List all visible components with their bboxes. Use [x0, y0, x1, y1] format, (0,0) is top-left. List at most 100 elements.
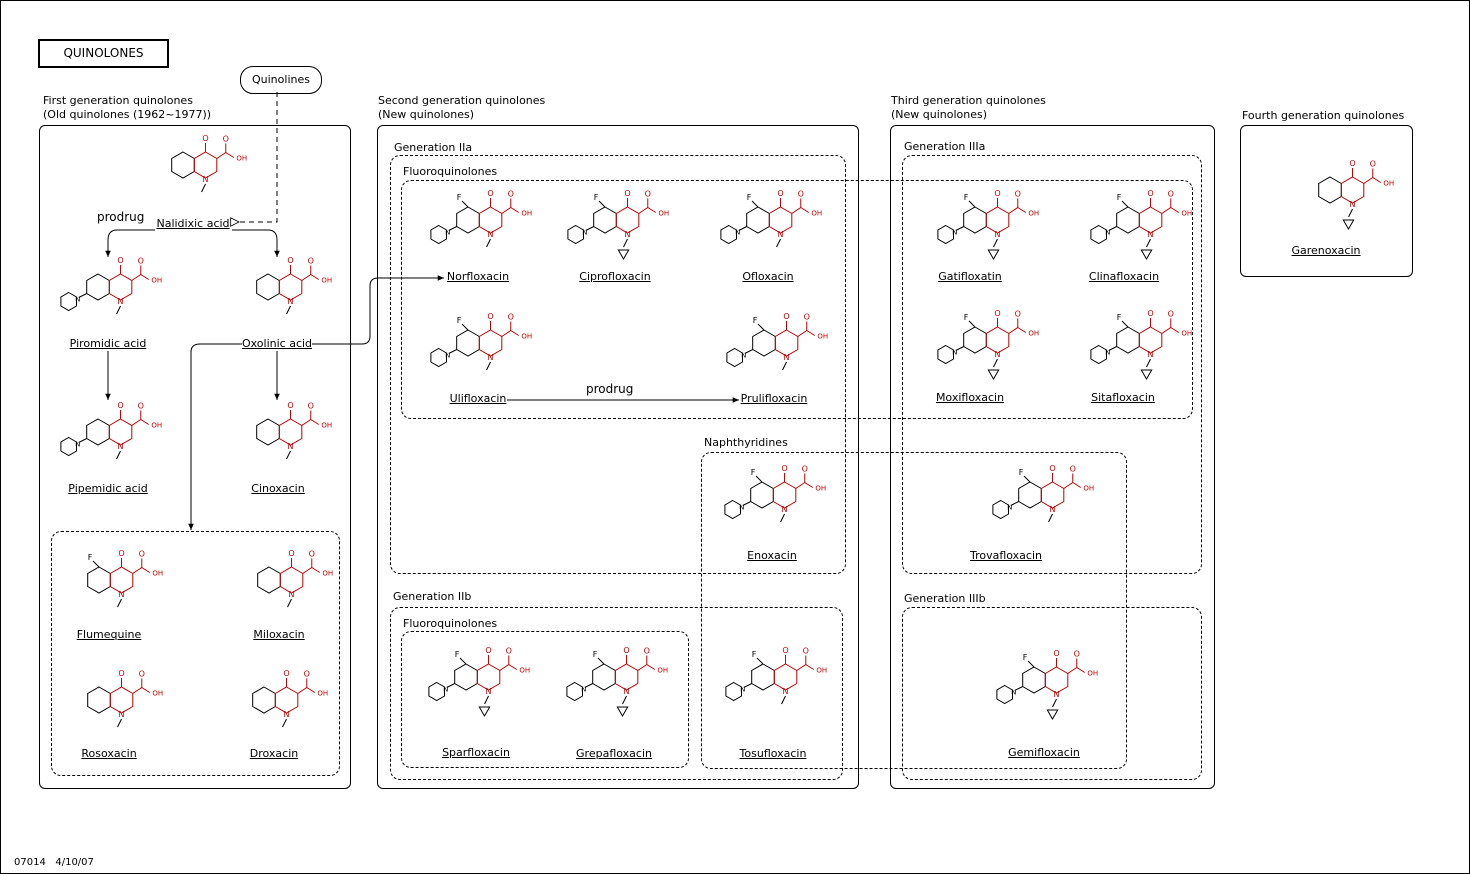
svg-text:O: O: [645, 190, 651, 199]
svg-text:O: O: [623, 646, 629, 655]
drug-ulifloxacin[interactable]: Ulifloxacin: [449, 392, 507, 405]
svg-text:OH: OH: [321, 422, 332, 430]
drug-norfloxacin[interactable]: Norfloxacin: [446, 270, 510, 283]
gen3a-label: Generation IIIa: [904, 140, 986, 153]
drug-droxacin[interactable]: Droxacin: [249, 747, 299, 760]
oxolinic-to-subgroup-edge: [188, 343, 242, 530]
piromidic-structure: N O O OH N: [60, 256, 162, 315]
prodrug-label-ulifloxacin: prodrug: [586, 382, 634, 396]
drug-grepafloxacin[interactable]: Grepafloxacin: [576, 747, 652, 760]
drug-gatifloxatin[interactable]: Gatifloxatin: [938, 270, 1002, 283]
quinolines-to-nalidixic-edge: [239, 92, 278, 222]
svg-text:F: F: [747, 193, 752, 202]
svg-text:F: F: [593, 650, 598, 659]
quinolines-node[interactable]: Quinolines: [240, 66, 322, 94]
third-generation-sublabel: (New quinolones): [891, 108, 988, 121]
svg-text:N: N: [1007, 504, 1012, 512]
svg-text:N: N: [995, 230, 1001, 239]
svg-text:N: N: [1105, 349, 1110, 357]
svg-text:O: O: [1147, 189, 1153, 198]
svg-text:OH: OH: [317, 690, 328, 698]
svg-text:N: N: [625, 230, 631, 239]
drug-prulifloxacin[interactable]: Prulifloxacin: [740, 392, 808, 405]
ulifloxacin-structure: N O O OH F N: [430, 312, 532, 371]
drug-rosoxacin[interactable]: Rosoxacin: [81, 747, 137, 760]
svg-text:O: O: [287, 256, 293, 265]
drug-nalidixic-acid[interactable]: Nalidixic acid: [156, 217, 230, 230]
svg-text:O: O: [1070, 465, 1076, 474]
drug-moxifloxacin[interactable]: Moxifloxacin: [935, 391, 1005, 404]
svg-text:N: N: [624, 687, 630, 696]
svg-text:OH: OH: [657, 667, 668, 675]
svg-text:N: N: [443, 686, 448, 694]
footer-id-date: 07014 4/10/07: [14, 857, 94, 868]
svg-text:F: F: [1019, 468, 1024, 477]
svg-text:N: N: [1011, 689, 1016, 697]
drug-cinoxacin[interactable]: Cinoxacin: [251, 482, 305, 495]
svg-text:O: O: [138, 402, 144, 411]
svg-text:N: N: [741, 352, 746, 360]
gemifloxacin-structure: N O O OH F N: [996, 649, 1098, 720]
svg-text:OH: OH: [1028, 210, 1039, 218]
svg-text:O: O: [624, 189, 630, 198]
svg-text:O: O: [485, 646, 491, 655]
svg-text:N: N: [782, 505, 788, 514]
svg-text:N: N: [582, 229, 587, 237]
gen2a-box: [390, 155, 846, 574]
svg-text:N: N: [952, 349, 957, 357]
drug-pipemidic-acid[interactable]: Pipemidic acid: [68, 482, 148, 495]
drug-flumequine[interactable]: Flumequine: [76, 628, 142, 641]
drug-sparfloxacin[interactable]: Sparfloxacin: [442, 746, 510, 759]
naphthyridines-label: Naphthyridines: [704, 436, 788, 449]
svg-text:OH: OH: [236, 155, 247, 163]
gen2b-label: Generation IIb: [393, 590, 472, 603]
svg-text:O: O: [508, 190, 514, 199]
drug-garenoxacin[interactable]: Garenoxacin: [1291, 244, 1361, 257]
drug-sitafloxacin[interactable]: Sitafloxacin: [1091, 391, 1155, 404]
drug-enoxacin[interactable]: Enoxacin: [747, 549, 797, 562]
svg-text:N: N: [486, 687, 492, 696]
fluoro-b-label: Fluoroquinolones: [403, 617, 498, 630]
drug-piromidic-acid[interactable]: Piromidic acid: [69, 337, 147, 350]
svg-text:N: N: [783, 687, 789, 696]
svg-text:N: N: [1148, 230, 1154, 239]
svg-text:N: N: [118, 297, 124, 306]
oxolinic-structure: N O O OH: [256, 256, 332, 315]
svg-text:O: O: [117, 401, 123, 410]
gen3b-box: [902, 607, 1202, 780]
drug-ofloxacin[interactable]: Ofloxacin: [742, 270, 794, 283]
svg-text:F: F: [1023, 653, 1028, 662]
drug-tosufloxacin[interactable]: Tosufloxacin: [739, 747, 807, 760]
svg-text:N: N: [488, 353, 494, 362]
svg-text:O: O: [994, 309, 1000, 318]
svg-text:N: N: [118, 442, 124, 451]
drug-clinafloxacin[interactable]: Clinafloxacin: [1088, 270, 1160, 283]
svg-text:O: O: [1015, 310, 1021, 319]
svg-text:N: N: [119, 590, 125, 599]
gen2a-label: Generation IIa: [394, 141, 473, 154]
svg-text:N: N: [778, 230, 784, 239]
svg-text:N: N: [75, 296, 80, 304]
drug-miloxacin[interactable]: Miloxacin: [253, 628, 305, 641]
fourth-generation-box: [1240, 125, 1413, 277]
drug-ciprofloxacin[interactable]: Ciprofloxacin: [579, 270, 651, 283]
drug-trovafloxacin[interactable]: Trovafloxacin: [969, 549, 1043, 562]
clinafloxacin-structure: N O O OH F N: [1090, 189, 1192, 260]
oxolinic-to-norfloxacin-edge: [312, 275, 444, 345]
svg-text:N: N: [445, 352, 450, 360]
drug-gemifloxacin[interactable]: Gemifloxacin: [1008, 746, 1080, 759]
svg-text:O: O: [1168, 310, 1174, 319]
ciprofloxacin-structure: N O O OH F N: [567, 189, 669, 260]
svg-text:OH: OH: [1087, 670, 1098, 678]
sparfloxacin-structure: N O O OH F N: [428, 646, 530, 717]
prodrug-label-nalidixic: prodrug: [97, 210, 145, 224]
svg-text:OH: OH: [1028, 330, 1039, 338]
svg-text:O: O: [506, 647, 512, 656]
garenoxacin-structure: N O O OH: [1318, 159, 1394, 230]
svg-text:OH: OH: [658, 210, 669, 218]
drug-oxolinic-acid[interactable]: Oxolinic acid: [241, 337, 313, 350]
gen2b-box: [390, 607, 843, 780]
norfloxacin-structure: N O O OH F N: [430, 189, 532, 248]
svg-text:N: N: [1148, 350, 1154, 359]
